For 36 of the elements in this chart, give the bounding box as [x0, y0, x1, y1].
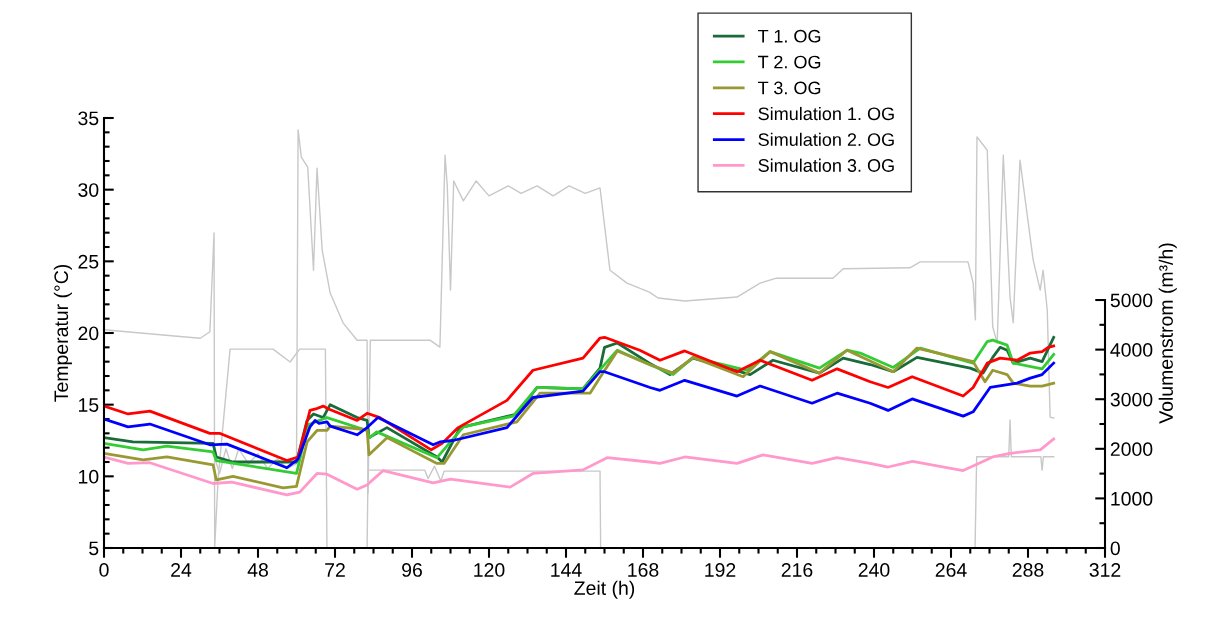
y2-tick-label: 3000	[1110, 392, 1153, 407]
y2-tick-label: 1000	[1111, 491, 1153, 506]
y-tick-label: 25	[78, 254, 99, 269]
legend-label: Simulation 3. OG	[758, 158, 894, 172]
y2-tick-label: 4000	[1110, 343, 1153, 357]
y-axis-title: Temperatur (°C)	[53, 264, 72, 402]
y-tick-label: 15	[79, 398, 99, 412]
legend-label: T 1. OG	[758, 29, 821, 43]
legend-label: Simulation 2. OG	[758, 132, 894, 147]
y2-tick-label: 5000	[1110, 293, 1153, 308]
y-tick-label: 20	[78, 326, 99, 341]
x-tick-label: 216	[781, 563, 813, 577]
y-tick-label: 5	[89, 541, 99, 556]
y2-tick-label: 0	[1110, 541, 1120, 556]
y-tick-label: 30	[78, 183, 99, 197]
y-tick-label: 35	[78, 111, 99, 126]
legend-label: T 3. OG	[758, 81, 821, 95]
y2-tick-label: 2000	[1110, 442, 1153, 457]
x-tick-label: 240	[858, 563, 890, 577]
x-tick-label: 0	[99, 563, 109, 577]
x-axis-title: Zeit (h)	[574, 580, 635, 599]
x-tick-label: 24	[171, 563, 192, 577]
x-tick-label: 168	[628, 563, 659, 577]
legend-label: Simulation 1. OG	[758, 106, 894, 121]
x-tick-label: 72	[325, 563, 345, 577]
x-tick-label: 264	[935, 563, 967, 577]
x-tick-label: 48	[247, 563, 268, 577]
x-tick-label: 120	[474, 563, 505, 577]
x-tick-label: 312	[1089, 563, 1121, 577]
x-tick-label: 192	[705, 563, 736, 577]
legend-label: T 2. OG	[758, 55, 821, 69]
x-tick-label: 96	[402, 563, 422, 577]
y-tick-label: 10	[79, 469, 99, 484]
x-tick-label: 144	[551, 563, 582, 577]
x-tick-label: 288	[1012, 563, 1044, 577]
y2-axis-title: Volumenstrom (m³/h)	[1158, 243, 1177, 424]
